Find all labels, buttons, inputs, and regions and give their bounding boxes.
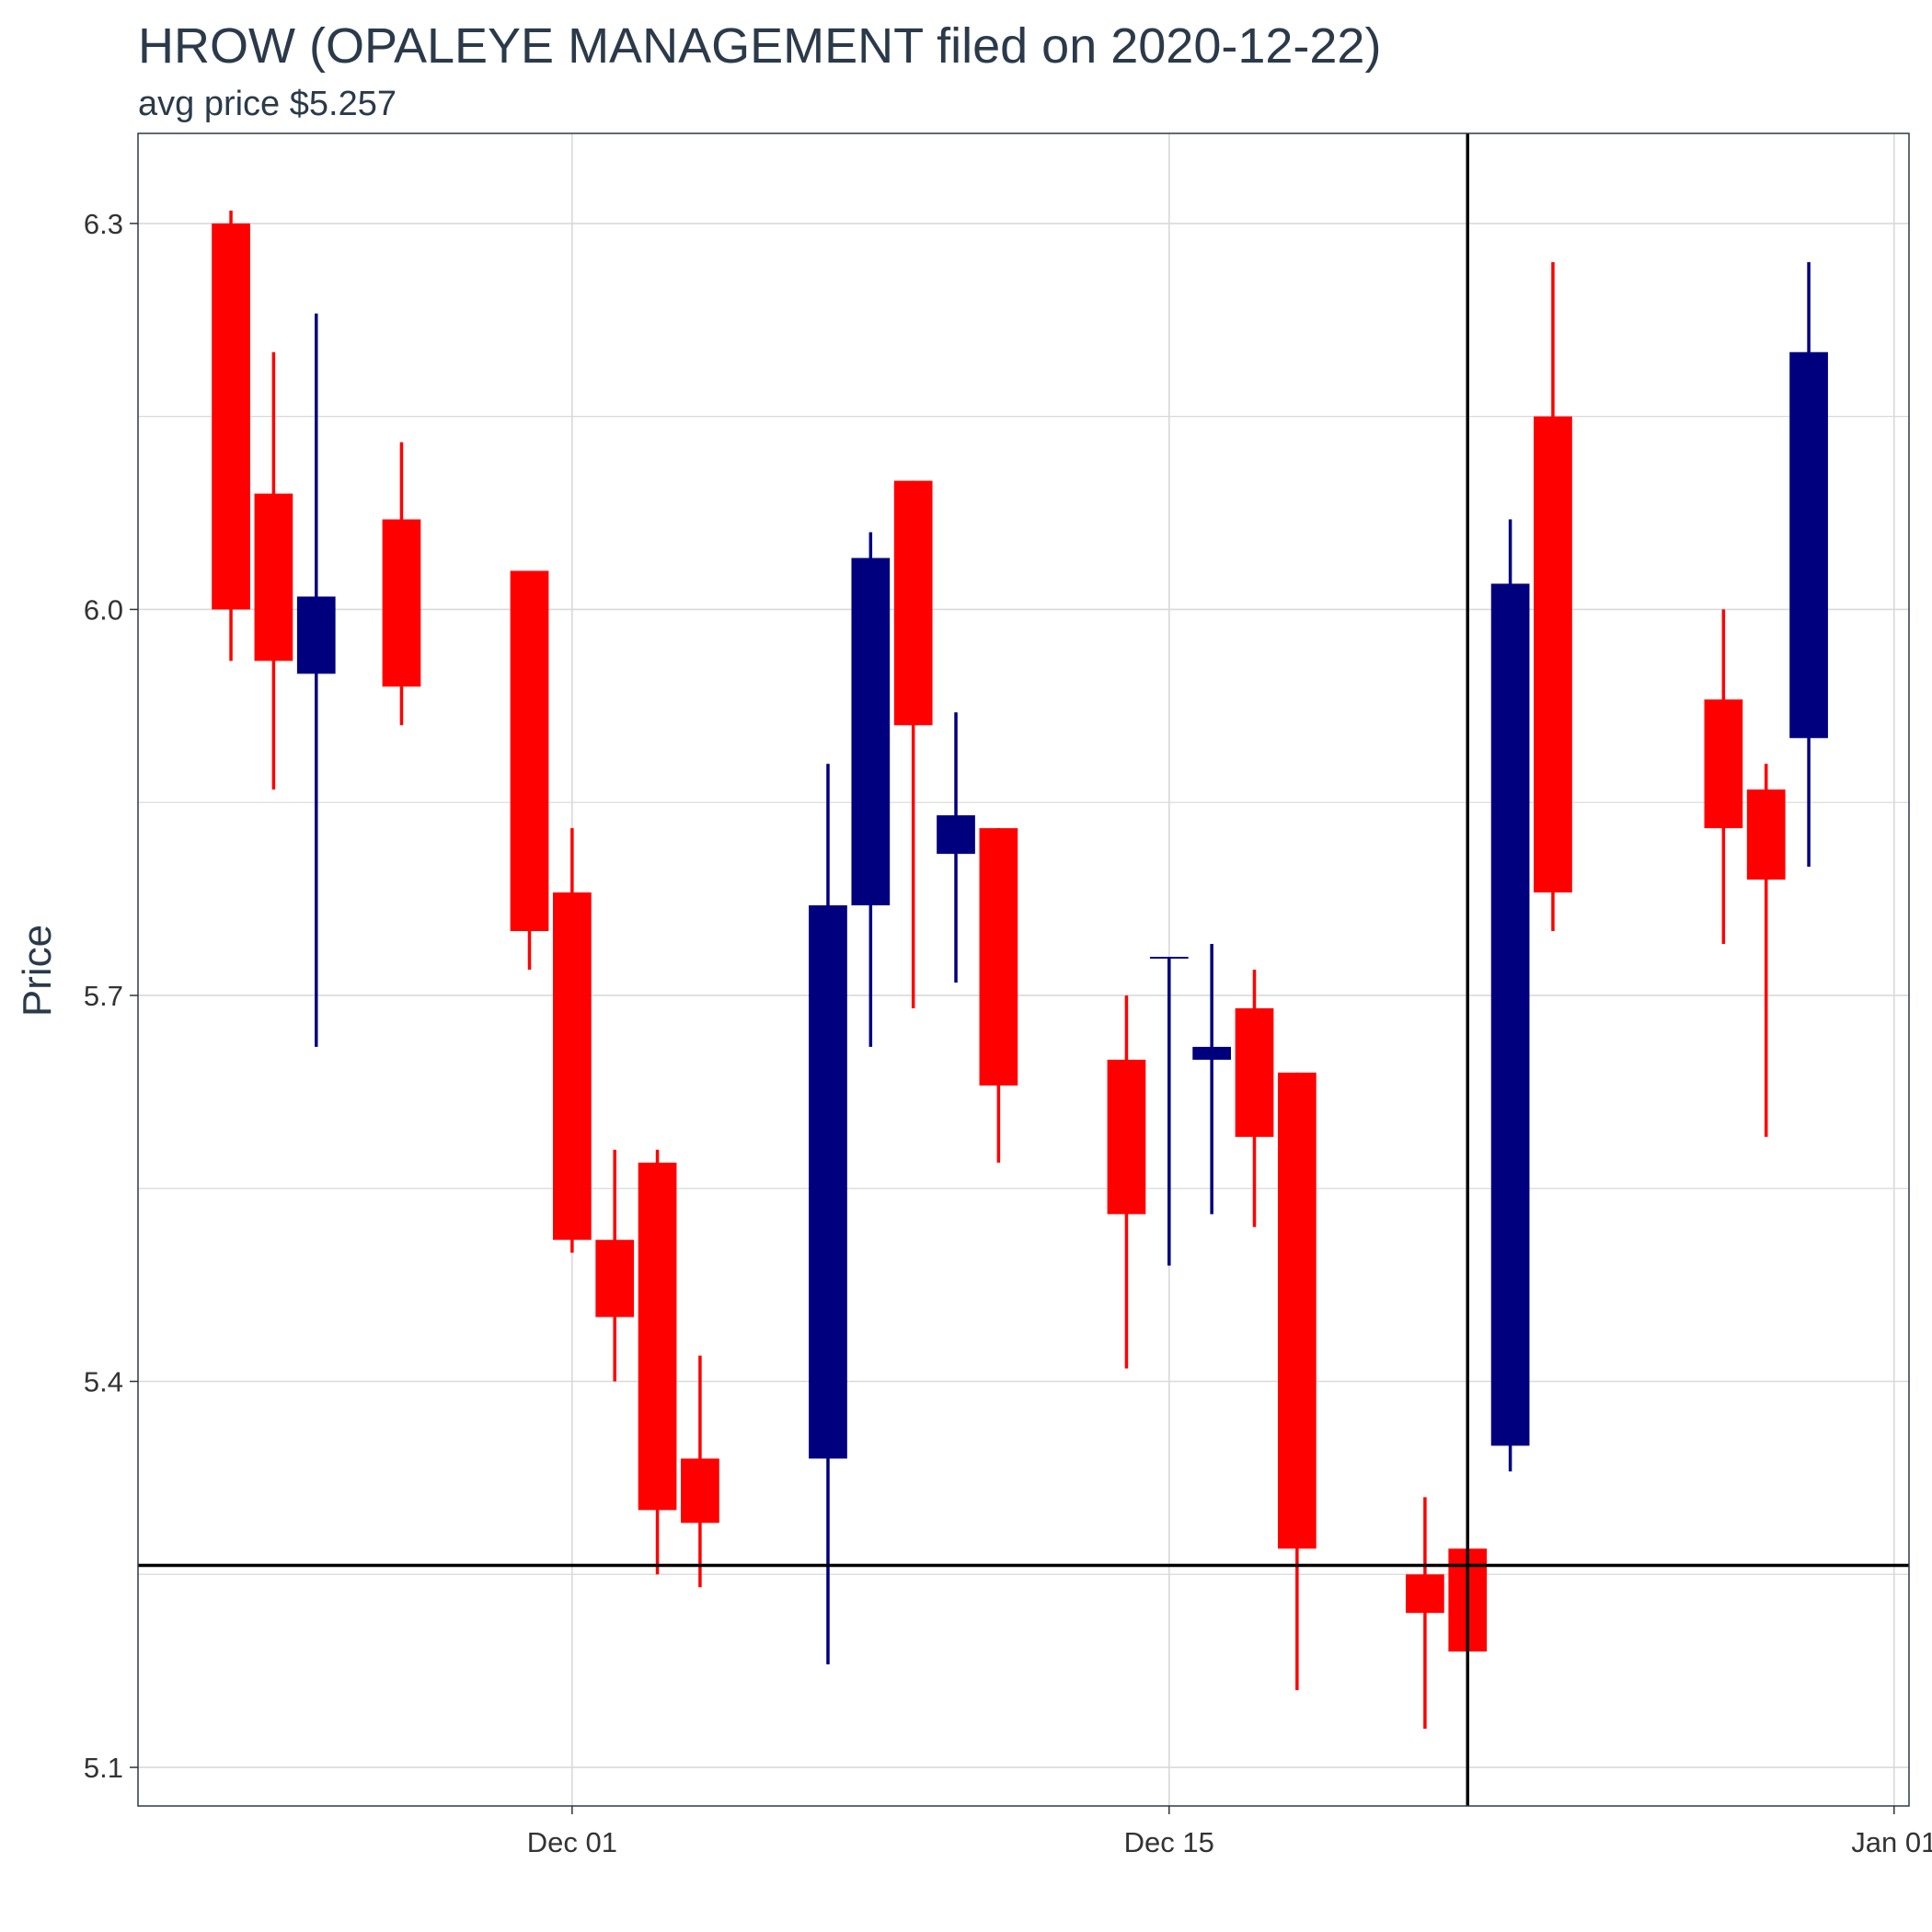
candle-body	[1490, 583, 1530, 1446]
candle	[1789, 261, 1828, 868]
candles	[212, 210, 1828, 1730]
candle-body	[595, 1239, 635, 1317]
candle-body	[681, 1458, 719, 1524]
candle-body	[979, 828, 1018, 1086]
candle	[1192, 944, 1232, 1214]
y-tick-label: 5.1	[84, 1752, 123, 1784]
candle-body	[1406, 1574, 1444, 1614]
candle-body	[638, 1162, 677, 1511]
candle	[1149, 957, 1189, 1266]
candle-body	[296, 596, 336, 674]
candle	[979, 828, 1018, 1163]
candle	[1490, 519, 1530, 1472]
candle-body	[1235, 1007, 1274, 1137]
candle	[937, 712, 975, 983]
reference-lines	[138, 133, 1909, 1806]
candle	[1406, 1497, 1444, 1730]
candle-body	[1534, 416, 1572, 893]
y-tick-label: 5.4	[84, 1366, 123, 1398]
x-tick-label: Jan 01	[1851, 1826, 1932, 1858]
candle-body	[1704, 699, 1743, 829]
candle	[382, 442, 421, 726]
plot-panel-border	[137, 132, 1910, 1807]
candle-body	[893, 480, 933, 726]
candle-body	[937, 815, 975, 855]
y-axis-label: Price	[15, 925, 60, 1017]
candle	[510, 570, 549, 970]
candle-body	[1277, 1072, 1317, 1549]
candle-body	[809, 905, 847, 1459]
candle-body	[1107, 1059, 1146, 1214]
y-tick-label: 5.7	[84, 980, 123, 1012]
candle	[1107, 995, 1146, 1369]
candle	[893, 480, 933, 1008]
candle-body	[254, 493, 293, 661]
candle-body	[851, 558, 891, 906]
candle	[681, 1355, 719, 1588]
candle-body	[212, 223, 250, 610]
candle	[638, 1149, 677, 1575]
candle	[553, 828, 592, 1253]
candle-body	[1789, 351, 1828, 739]
y-tick-label: 6.3	[84, 208, 123, 240]
candle	[809, 764, 847, 1665]
candle	[212, 210, 250, 661]
x-tick-label: Dec 01	[527, 1826, 617, 1858]
candle	[296, 313, 336, 1047]
candle-body	[553, 892, 592, 1240]
candle-body	[1149, 957, 1189, 960]
x-tick-label: Dec 15	[1124, 1826, 1214, 1858]
grid-lines	[138, 133, 1909, 1806]
candle	[1277, 1072, 1317, 1691]
candle	[1704, 609, 1743, 945]
candle	[1534, 261, 1572, 932]
candle	[851, 532, 891, 1047]
y-tick-label: 6.0	[84, 593, 123, 626]
chart-subtitle: avg price $5.257	[138, 85, 397, 123]
chart-title: HROW (OPALEYE MANAGEMENT filed on 2020-1…	[138, 18, 1381, 74]
candle	[1235, 970, 1274, 1227]
candle-body	[1746, 789, 1786, 880]
x-axis-ticks: Dec 01 Dec 15 Jan 01	[527, 1806, 1932, 1858]
candle	[254, 351, 293, 790]
candle-body	[382, 519, 421, 687]
y-axis-ticks: 5.1 5.4 5.7 6.0 6.3	[84, 208, 138, 1784]
candle-body	[1192, 1046, 1232, 1060]
candle	[1746, 764, 1786, 1137]
candle-body	[510, 570, 549, 932]
candle	[595, 1149, 635, 1382]
